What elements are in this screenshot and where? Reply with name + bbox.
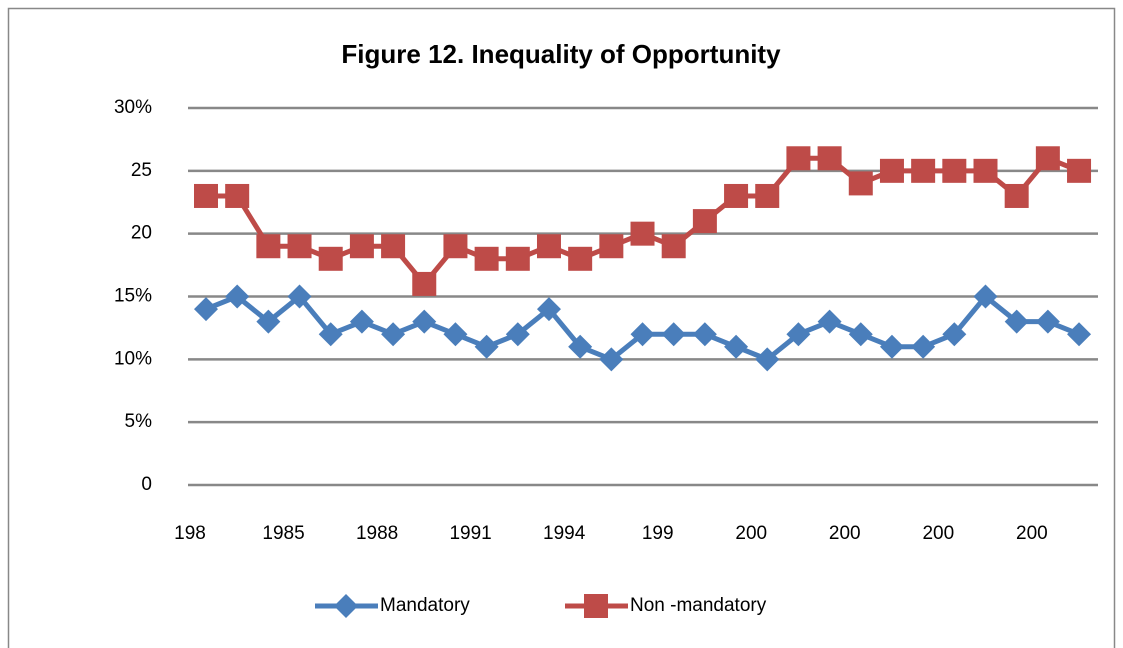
- y-tick-label: 25: [131, 160, 152, 181]
- x-tick-label: 1985: [262, 523, 304, 544]
- x-tick-label: 200: [735, 523, 767, 544]
- marker: [194, 183, 218, 208]
- marker: [879, 334, 904, 359]
- marker: [973, 158, 998, 183]
- marker: [225, 284, 250, 309]
- marker: [911, 334, 936, 359]
- legend-label: Non -mandatory: [630, 595, 767, 616]
- marker: [505, 322, 530, 347]
- marker: [755, 183, 780, 208]
- marker: [817, 146, 842, 171]
- marker: [1035, 146, 1060, 171]
- marker: [349, 234, 374, 259]
- x-tick-label: 1994: [543, 523, 586, 544]
- marker: [879, 158, 904, 183]
- marker: [1004, 183, 1029, 208]
- marker: [381, 322, 406, 347]
- marker: [474, 246, 499, 271]
- marker: [443, 322, 468, 347]
- marker: [412, 309, 437, 334]
- marker: [349, 309, 374, 334]
- x-tick-label: 199: [642, 523, 674, 544]
- x-tick-label: 1988: [356, 523, 398, 544]
- legend-marker: [334, 594, 358, 618]
- marker: [287, 284, 312, 309]
- marker: [786, 322, 811, 347]
- marker: [318, 246, 343, 271]
- marker: [630, 322, 655, 347]
- marker: [256, 234, 281, 259]
- marker: [412, 271, 437, 296]
- x-tick-label: 1991: [449, 523, 491, 544]
- chart-frame: [7, 7, 1116, 648]
- marker: [536, 297, 561, 322]
- marker: [256, 309, 281, 334]
- y-tick-label: 10%: [114, 348, 152, 369]
- y-tick-label: 15%: [114, 286, 152, 307]
- marker: [692, 322, 717, 347]
- marker: [287, 234, 312, 259]
- marker: [568, 334, 593, 359]
- marker: [724, 334, 749, 359]
- marker: [443, 234, 468, 259]
- marker: [194, 297, 218, 322]
- marker: [942, 158, 967, 183]
- marker: [630, 221, 655, 246]
- chart-title: Figure 12. Inequality of Opportunity: [341, 39, 781, 69]
- marker: [599, 234, 624, 259]
- marker: [817, 309, 842, 334]
- marker: [1004, 309, 1029, 334]
- marker: [474, 334, 499, 359]
- marker: [1035, 309, 1060, 334]
- marker: [786, 146, 811, 171]
- marker: [848, 322, 873, 347]
- marker: [1067, 322, 1092, 347]
- marker: [661, 322, 686, 347]
- marker: [942, 322, 967, 347]
- marker: [911, 158, 936, 183]
- x-tick-label: 200: [829, 523, 861, 544]
- legend-marker: [584, 594, 608, 618]
- marker: [692, 209, 717, 234]
- x-tick-label: 200: [1016, 523, 1048, 544]
- marker: [599, 347, 624, 372]
- marker: [1067, 158, 1092, 183]
- marker: [755, 347, 780, 372]
- y-tick-label: 0: [141, 474, 152, 495]
- marker: [973, 284, 998, 309]
- y-tick-label: 20: [131, 223, 152, 244]
- marker: [536, 234, 561, 259]
- marker: [505, 246, 530, 271]
- legend-label: Mandatory: [380, 595, 470, 616]
- marker: [318, 322, 343, 347]
- marker: [848, 171, 873, 196]
- marker: [661, 234, 686, 259]
- marker: [381, 234, 406, 259]
- x-tick-label: 198: [174, 523, 206, 544]
- y-tick-label: 5%: [125, 411, 153, 432]
- marker: [225, 183, 250, 208]
- marker: [568, 246, 593, 271]
- x-tick-label: 200: [922, 523, 954, 544]
- marker: [724, 183, 749, 208]
- y-tick-label: 30%: [114, 97, 152, 118]
